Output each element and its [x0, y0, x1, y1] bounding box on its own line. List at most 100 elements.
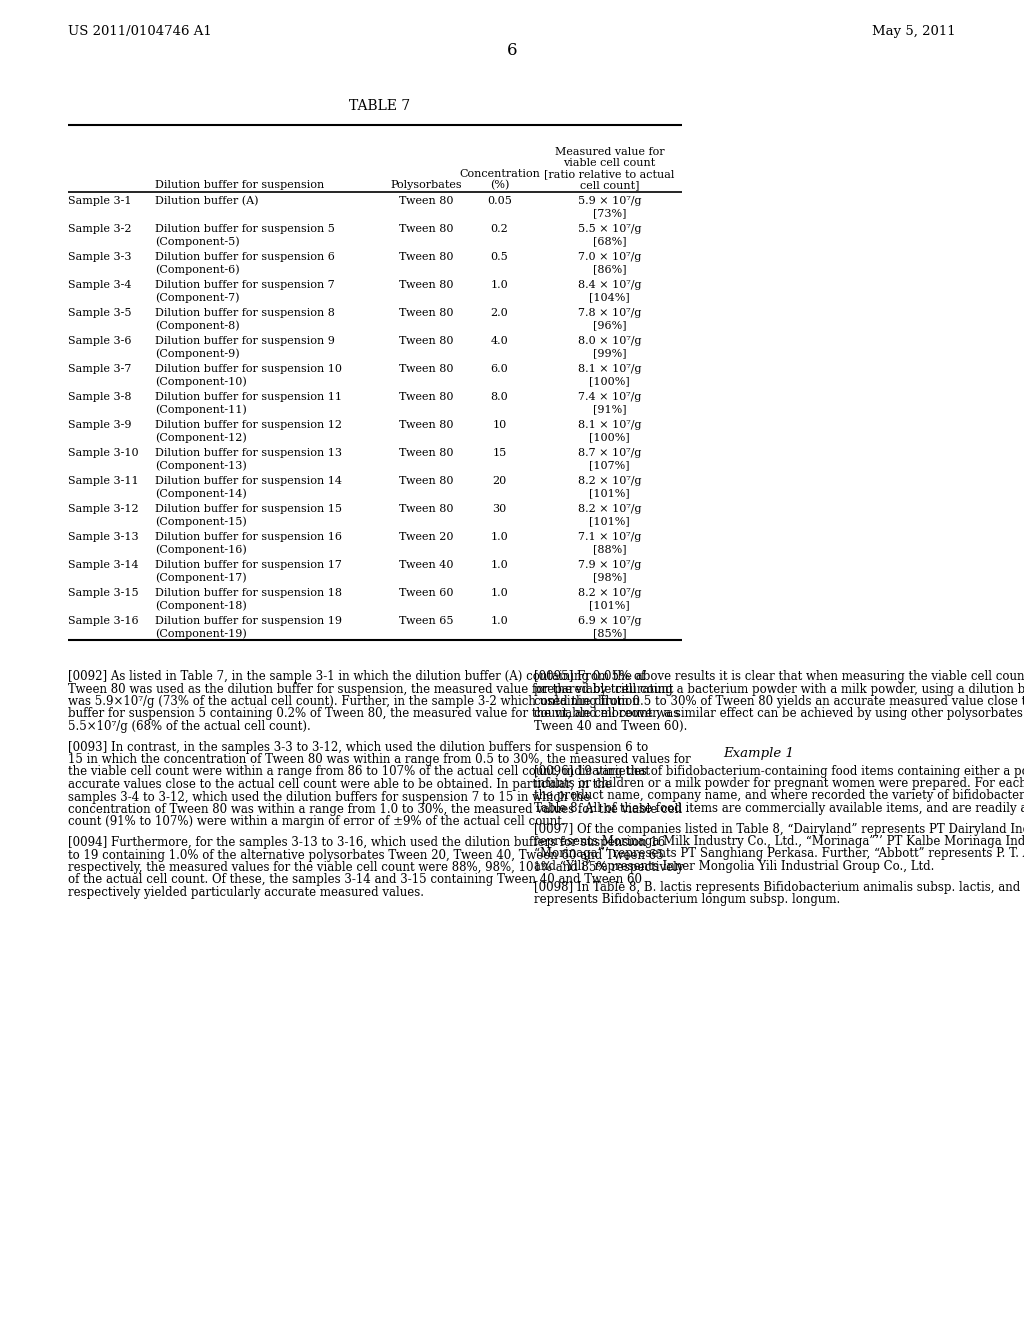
Text: [0097] Of the companies listed in Table 8, “Dairyland” represents PT Dairyland I: [0097] Of the companies listed in Table …	[534, 822, 1024, 836]
Text: Example 1: Example 1	[724, 747, 795, 759]
Text: [104%]: [104%]	[589, 292, 630, 302]
Text: [101%]: [101%]	[589, 488, 630, 498]
Text: [73%]: [73%]	[593, 209, 627, 218]
Text: 8.1 × 10⁷/g: 8.1 × 10⁷/g	[578, 364, 641, 374]
Text: (Component-7): (Component-7)	[155, 292, 240, 302]
Text: Dilution buffer for suspension 19: Dilution buffer for suspension 19	[155, 616, 342, 626]
Text: Sample 3-16: Sample 3-16	[68, 616, 138, 626]
Text: [0095] From the above results it is clear that when measuring the viable cell co: [0095] From the above results it is clea…	[534, 671, 1024, 682]
Text: (Component-9): (Component-9)	[155, 348, 240, 359]
Text: Table 8. All of these food items are commercially available items, and are readi: Table 8. All of these food items are com…	[534, 803, 1024, 814]
Text: Sample 3-11: Sample 3-11	[68, 477, 138, 486]
Text: Sample 3-5: Sample 3-5	[68, 308, 131, 318]
Text: 6.0: 6.0	[490, 364, 508, 374]
Text: Sample 3-2: Sample 3-2	[68, 224, 131, 234]
Text: Tween 80: Tween 80	[398, 224, 454, 234]
Text: 15 in which the concentration of Tween 80 was within a range from 0.5 to 30%, th: 15 in which the concentration of Tween 8…	[68, 752, 691, 766]
Text: Dilution buffer for suspension 8: Dilution buffer for suspension 8	[155, 308, 335, 318]
Text: (Component-12): (Component-12)	[155, 432, 247, 442]
Text: respectively, the measured values for the viable cell count were 88%, 98%, 101% : respectively, the measured values for th…	[68, 861, 683, 874]
Text: and “Yili” represents Inner Mongolia Yili Industrial Group Co., Ltd.: and “Yili” represents Inner Mongolia Yil…	[534, 861, 934, 873]
Text: (Component-11): (Component-11)	[155, 404, 247, 414]
Text: Tween 20: Tween 20	[398, 532, 454, 543]
Text: Dilution buffer for suspension 14: Dilution buffer for suspension 14	[155, 477, 342, 486]
Text: [99%]: [99%]	[593, 348, 627, 358]
Text: Dilution buffer for suspension 5: Dilution buffer for suspension 5	[155, 224, 335, 234]
Text: 8.0: 8.0	[490, 392, 508, 403]
Text: [0093] In contrast, in the samples 3-3 to 3-12, which used the dilution buffers : [0093] In contrast, in the samples 3-3 t…	[68, 741, 648, 754]
Text: accurate values close to the actual cell count were able to be obtained. In part: accurate values close to the actual cell…	[68, 777, 611, 791]
Text: (Component-8): (Component-8)	[155, 319, 240, 330]
Text: Tween 80: Tween 80	[398, 477, 454, 486]
Text: containing from 0.5 to 30% of Tween 80 yields an accurate measured value close t: containing from 0.5 to 30% of Tween 80 y…	[534, 696, 1024, 708]
Text: Tween 80: Tween 80	[398, 420, 454, 430]
Text: 1.0: 1.0	[490, 587, 508, 598]
Text: 0.05: 0.05	[487, 195, 512, 206]
Text: (Component-17): (Component-17)	[155, 572, 247, 582]
Text: 7.8 × 10⁷/g: 7.8 × 10⁷/g	[578, 308, 641, 318]
Text: Dilution buffer for suspension 7: Dilution buffer for suspension 7	[155, 280, 335, 290]
Text: US 2011/0104746 A1: US 2011/0104746 A1	[68, 25, 212, 38]
Text: Tween 40 and Tween 60).: Tween 40 and Tween 60).	[534, 719, 687, 733]
Text: Dilution buffer for suspension 10: Dilution buffer for suspension 10	[155, 364, 342, 374]
Text: Tween 80: Tween 80	[398, 337, 454, 346]
Text: Dilution buffer for suspension 6: Dilution buffer for suspension 6	[155, 252, 335, 261]
Text: infants or children or a milk powder for pregnant women were prepared. For each : infants or children or a milk powder for…	[534, 777, 1024, 789]
Text: [68%]: [68%]	[593, 236, 627, 246]
Text: Dilution buffer for suspension 11: Dilution buffer for suspension 11	[155, 392, 342, 403]
Text: Dilution buffer for suspension 15: Dilution buffer for suspension 15	[155, 504, 342, 513]
Text: 7.4 × 10⁷/g: 7.4 × 10⁷/g	[578, 392, 641, 403]
Text: Sample 3-3: Sample 3-3	[68, 252, 131, 261]
Text: 7.9 × 10⁷/g: 7.9 × 10⁷/g	[578, 560, 641, 570]
Text: 5.5 × 10⁷/g: 5.5 × 10⁷/g	[578, 224, 641, 234]
Text: to 19 containing 1.0% of the alternative polysorbates Tween 20, Tween 40, Tween : to 19 containing 1.0% of the alternative…	[68, 849, 664, 862]
Text: [101%]: [101%]	[589, 601, 630, 610]
Text: Concentration: Concentration	[459, 169, 540, 180]
Text: Sample 3-12: Sample 3-12	[68, 504, 138, 513]
Text: Dilution buffer (A): Dilution buffer (A)	[155, 195, 258, 206]
Text: [100%]: [100%]	[589, 376, 630, 385]
Text: viable cell count: viable cell count	[563, 158, 655, 168]
Text: 30: 30	[493, 504, 507, 513]
Text: samples 3-4 to 3-12, which used the dilution buffers for suspension 7 to 15 in w: samples 3-4 to 3-12, which used the dilu…	[68, 791, 591, 804]
Text: Sample 3-4: Sample 3-4	[68, 280, 131, 290]
Text: (Component-6): (Component-6)	[155, 264, 240, 275]
Text: 1.0: 1.0	[490, 280, 508, 290]
Text: 20: 20	[493, 477, 507, 486]
Text: prepared by triturating a bacterium powder with a milk powder, using a dilution : prepared by triturating a bacterium powd…	[534, 682, 1024, 696]
Text: Sample 3-10: Sample 3-10	[68, 447, 138, 458]
Text: 15: 15	[493, 447, 507, 458]
Text: Dilution buffer for suspension 12: Dilution buffer for suspension 12	[155, 420, 342, 430]
Text: Tween 40: Tween 40	[398, 560, 454, 570]
Text: [0092] As listed in Table 7, in the sample 3-1 in which the dilution buffer (A) : [0092] As listed in Table 7, in the samp…	[68, 671, 645, 682]
Text: Tween 80: Tween 80	[398, 195, 454, 206]
Text: the product name, company name, and where recorded the variety of bifidobacteriu: the product name, company name, and wher…	[534, 789, 1024, 803]
Text: 2.0: 2.0	[490, 308, 508, 318]
Text: [98%]: [98%]	[593, 572, 627, 582]
Text: Sample 3-1: Sample 3-1	[68, 195, 131, 206]
Text: 8.1 × 10⁷/g: 8.1 × 10⁷/g	[578, 420, 641, 430]
Text: (Component-18): (Component-18)	[155, 601, 247, 611]
Text: 4.0: 4.0	[490, 337, 508, 346]
Text: Sample 3-13: Sample 3-13	[68, 532, 138, 543]
Text: (Component-13): (Component-13)	[155, 459, 247, 470]
Text: Tween 80 was used as the dilution buffer for suspension, the measured value for : Tween 80 was used as the dilution buffer…	[68, 682, 674, 696]
Text: Tween 80: Tween 80	[398, 392, 454, 403]
Text: Dilution buffer for suspension 9: Dilution buffer for suspension 9	[155, 337, 335, 346]
Text: 1.0: 1.0	[490, 616, 508, 626]
Text: [101%]: [101%]	[589, 516, 630, 525]
Text: of the actual cell count. Of these, the samples 3-14 and 3-15 containing Tween 4: of the actual cell count. Of these, the …	[68, 874, 642, 887]
Text: [86%]: [86%]	[593, 264, 627, 275]
Text: 6: 6	[507, 42, 517, 59]
Text: buffer for suspension 5 containing 0.2% of Tween 80, the measured value for the : buffer for suspension 5 containing 0.2% …	[68, 708, 679, 721]
Text: Sample 3-14: Sample 3-14	[68, 560, 138, 570]
Text: 1.0: 1.0	[490, 532, 508, 543]
Text: Dilution buffer for suspension 13: Dilution buffer for suspension 13	[155, 447, 342, 458]
Text: [0096] 19 varieties of bifidobacterium-containing food items containing either a: [0096] 19 varieties of bifidobacterium-c…	[534, 764, 1024, 777]
Text: Sample 3-9: Sample 3-9	[68, 420, 131, 430]
Text: concentration of Tween 80 was within a range from 1.0 to 30%, the measured value: concentration of Tween 80 was within a r…	[68, 803, 682, 816]
Text: 1.0: 1.0	[490, 560, 508, 570]
Text: (%): (%)	[489, 180, 509, 190]
Text: TABLE 7: TABLE 7	[349, 99, 411, 114]
Text: 8.2 × 10⁷/g: 8.2 × 10⁷/g	[578, 477, 641, 486]
